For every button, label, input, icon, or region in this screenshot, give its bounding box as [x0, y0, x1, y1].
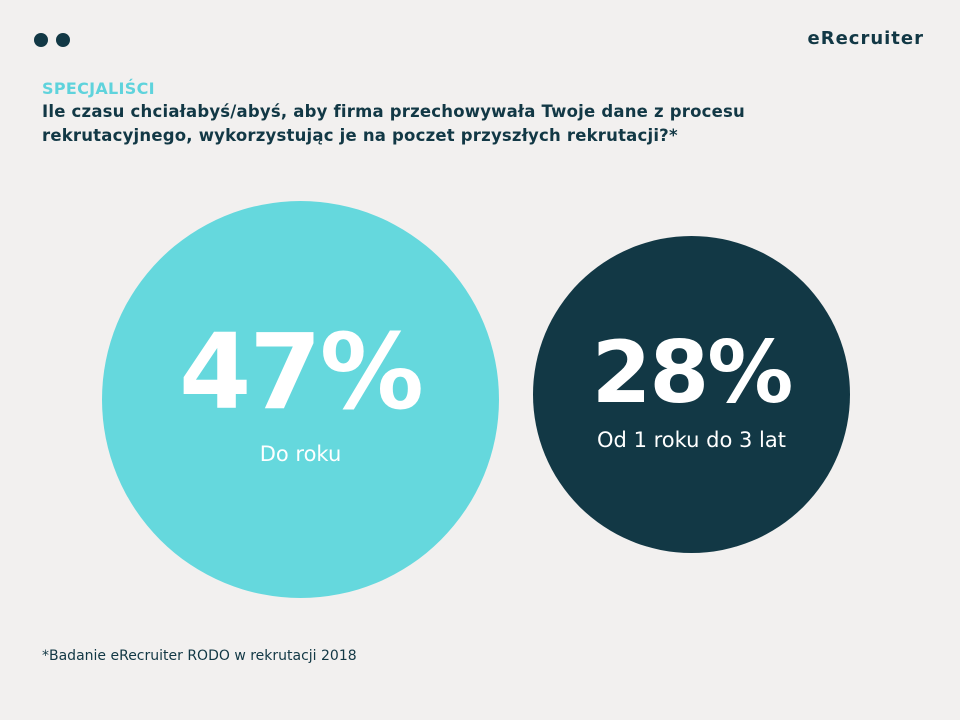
stat-bubble-up-to-one-year: 47% Do roku: [102, 201, 499, 598]
stat-value: 47%: [179, 310, 424, 433]
stat-label: Od 1 roku do 3 lat: [597, 427, 786, 452]
stat-label: Do roku: [259, 441, 342, 466]
survey-question: Ile czasu chciałabyś/abyś, aby firma prz…: [42, 102, 745, 145]
source-footnote: *Badanie eRecruiter RODO w rekrutacji 20…: [42, 648, 357, 664]
segment-label: SPECJALIŚCI: [42, 79, 155, 98]
dot-icon: [34, 33, 48, 47]
brand-logo: eRecruiter: [807, 28, 924, 49]
stat-bubble-one-to-three-years: 28% Od 1 roku do 3 lat: [533, 236, 850, 553]
decorative-dots: [34, 33, 70, 47]
stat-value: 28%: [591, 322, 794, 423]
dot-icon: [56, 33, 70, 47]
slide-header: SPECJALIŚCI Ile czasu chciałabyś/abyś, a…: [42, 78, 922, 148]
